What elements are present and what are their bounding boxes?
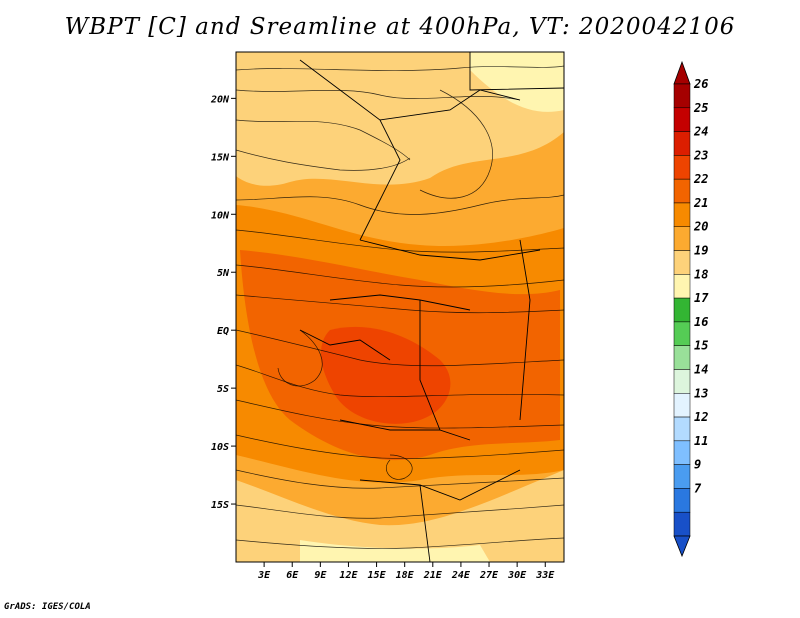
lon-tick-label: 33E [535,570,555,581]
lon-tick-label: 12E [339,570,358,581]
colorbar-swatch [673,178,691,204]
colorbar-swatch [673,131,691,156]
lon-tick-label: 24E [451,570,471,581]
latitude-axis: 20N 15N 10N 5N EQ 5S 10S 15S [210,94,236,511]
colorbar-label: 23 [693,148,708,162]
colorbar-swatch [673,297,691,323]
lon-tick-label: 30E [507,570,527,581]
chart-title: WBPT [C] and Sreamline at 400hPa, VT: 20… [64,14,736,40]
colorbar-swatch [673,511,691,537]
colorbar-swatch [673,345,691,370]
colorbar-label: 7 [694,481,702,495]
lat-tick-label: 20N [210,94,230,105]
lon-tick-label: 21E [423,570,443,581]
colorbar-swatch [673,369,691,394]
colorbar-swatch [673,321,691,346]
colorbar-label: 12 [694,410,708,424]
colorbar-swatch [673,488,691,513]
lat-tick-label: 15S [211,500,229,511]
colorbar-top-arrow [673,60,691,85]
map-frame [235,51,565,563]
lon-tick-label: 6E [286,570,299,581]
colorbar: 26 25 24 23 22 21 20 19 18 17 16 15 14 13 12 11 9 7 [673,60,709,558]
colorbar-label: 24 [693,125,708,139]
country-borders [299,52,564,562]
field-pale-south [300,540,490,562]
lon-tick-label: 15E [368,570,387,581]
colorbar-swatch [673,83,691,109]
colorbar-label: 21 [693,196,708,210]
colorbar-swatch [673,250,691,275]
colorbar-label: 18 [694,267,708,281]
lat-tick-label: 10S [211,442,229,453]
grads-credit: GrADS: IGES/COLA [4,602,91,612]
lat-tick-label: 5N [217,268,230,279]
colorbar-label: 13 [694,386,708,400]
colorbar-swatch [673,202,691,227]
lon-tick-label: 3E [257,570,271,581]
colorbar-swatch [673,155,691,180]
lon-tick-label: 9E [314,570,327,581]
colorbar-swatch [673,393,691,418]
colorbar-label: 16 [694,315,708,329]
colorbar-label: 11 [694,434,708,448]
wbpt-field [236,52,564,562]
lat-tick-label: 5S [217,384,229,395]
field-red-core [320,326,451,424]
colorbar-label: 9 [694,458,701,472]
colorbar-label: 20 [693,220,708,234]
longitude-axis: 3E 6E 9E 12E 15E 18E 21E 24E 27E 30E 33E [257,562,555,581]
colorbar-label: 15 [694,339,708,353]
colorbar-label: 14 [694,362,708,376]
field-light-south [236,470,564,562]
lat-tick-label: EQ [217,326,229,337]
colorbar-label: 26 [693,77,708,91]
streamlines [236,65,564,549]
colorbar-label: 17 [694,291,709,305]
colorbar-swatch [673,274,691,299]
field-light-north [236,52,564,186]
colorbar-label: 22 [693,172,708,186]
colorbar-label: 19 [694,244,708,258]
lon-tick-label: 18E [396,570,415,581]
colorbar-swatch [673,464,691,489]
lon-tick-label: 27E [479,570,499,581]
colorbar-bottom-arrow [673,535,691,558]
colorbar-swatch [673,226,691,251]
colorbar-swatch [673,440,691,465]
lat-tick-label: 10N [211,210,230,221]
colorbar-swatch [673,107,691,132]
colorbar-label: 25 [693,101,708,115]
lat-tick-label: 15N [211,152,230,163]
colorbar-swatch [673,416,691,442]
